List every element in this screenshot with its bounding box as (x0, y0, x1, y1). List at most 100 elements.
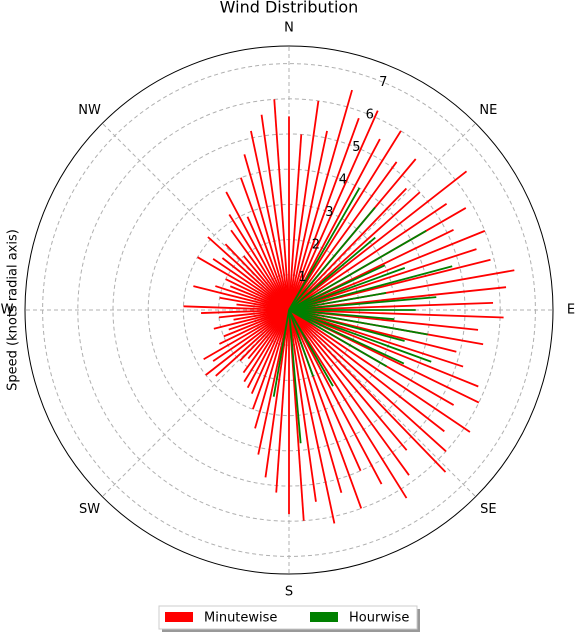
bar (273, 99, 290, 311)
bar (201, 309, 290, 314)
bar (243, 154, 290, 311)
legend-swatch (310, 612, 338, 622)
bar (272, 309, 290, 397)
bar (193, 285, 290, 311)
bar (288, 267, 406, 311)
bar (221, 257, 290, 311)
legend-swatch (165, 612, 193, 622)
bar (252, 309, 290, 410)
radial-grid-line (77, 98, 501, 522)
x-tick-label: NE (479, 103, 497, 118)
legend-label: Hourwise (349, 611, 409, 626)
bar (242, 309, 290, 374)
bar (203, 309, 290, 361)
bar (288, 138, 381, 311)
bar (288, 309, 479, 388)
bar (228, 213, 290, 311)
bar (288, 309, 317, 502)
y-tick-label: 6 (366, 107, 374, 122)
bar (250, 309, 290, 394)
y-tick-label: 4 (339, 172, 347, 187)
bar (288, 309, 408, 451)
bar (288, 187, 408, 311)
bar (288, 117, 360, 311)
bar (288, 309, 336, 524)
bar (215, 309, 290, 377)
bar (288, 202, 448, 311)
x-tick-label: SE (480, 502, 496, 517)
polar-frame (24, 45, 554, 575)
bar (288, 309, 447, 473)
bar (288, 309, 302, 444)
x-tick-label: NW (78, 103, 101, 118)
bar (288, 301, 494, 311)
bar (254, 309, 290, 429)
bar (275, 309, 290, 493)
bar (288, 236, 376, 311)
bar (239, 177, 290, 311)
bar (288, 309, 405, 365)
bar (250, 130, 290, 311)
radial-grid-line (42, 63, 536, 557)
bar (288, 230, 427, 311)
bar (207, 236, 290, 311)
bar (288, 309, 395, 321)
bar (197, 256, 290, 311)
bar (288, 309, 408, 499)
bar (288, 230, 486, 311)
bar (288, 309, 464, 368)
x-tick-label: E (567, 303, 575, 318)
bar (288, 309, 362, 472)
x-tick-label: SW (79, 502, 100, 517)
x-tick-label: W (1, 303, 14, 318)
bar (225, 191, 290, 311)
bar (288, 296, 437, 311)
bar (288, 309, 432, 363)
x-tick-label: N (284, 21, 294, 36)
bar (243, 309, 290, 383)
bar (288, 309, 334, 387)
bar (288, 309, 405, 342)
y-tick-label: 1 (298, 270, 306, 285)
bar (288, 309, 343, 493)
bar (288, 309, 471, 433)
radial-grid-line (147, 168, 431, 452)
bar (224, 243, 290, 311)
legend-label: Minutewise (204, 611, 277, 626)
bar (288, 110, 379, 311)
bar (288, 264, 386, 311)
bar (288, 130, 328, 311)
bar (213, 309, 290, 330)
bar (219, 309, 290, 345)
bar (288, 206, 376, 311)
bar (288, 309, 383, 485)
bar (288, 170, 468, 311)
bar (288, 89, 353, 311)
y-tick-label: 7 (379, 75, 387, 90)
bar (288, 191, 421, 311)
bar (288, 309, 410, 476)
y-axis-label: Speed (knots radial axis) (6, 229, 21, 391)
bar (288, 309, 447, 452)
x-tick-label: S (285, 585, 293, 600)
bar (288, 187, 361, 311)
bar (288, 248, 477, 311)
bar (246, 216, 290, 311)
legend-box (158, 605, 418, 630)
bar (183, 305, 290, 311)
bar (260, 114, 290, 311)
bar (288, 309, 504, 319)
chart-title: Wind Distribution (220, 0, 359, 17)
y-tick-label: 2 (312, 237, 320, 252)
bar (288, 309, 314, 377)
bar (288, 291, 387, 311)
bar (288, 309, 428, 336)
bar (246, 309, 290, 389)
bar (288, 100, 320, 311)
bar (288, 309, 445, 433)
bar (264, 309, 290, 478)
bar (288, 130, 402, 311)
bar (205, 309, 290, 376)
bar (288, 161, 398, 311)
